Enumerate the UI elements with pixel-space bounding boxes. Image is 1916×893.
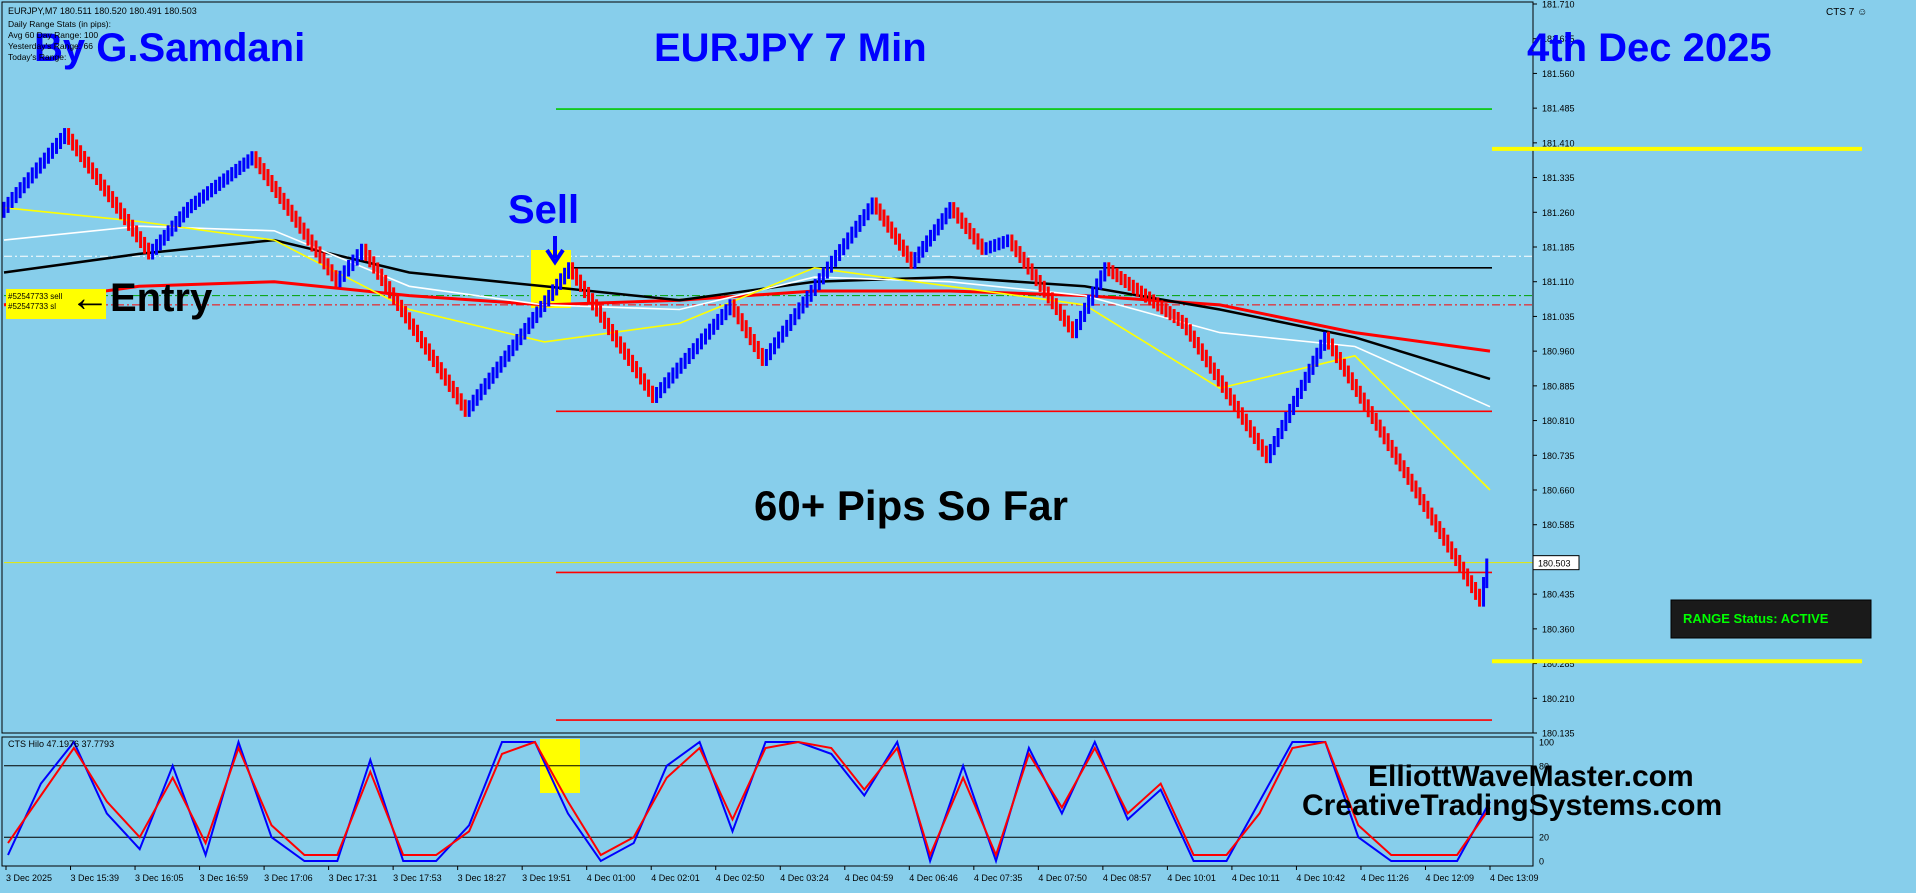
oscillator-axis-label: 0 <box>1539 857 1544 867</box>
current-price-tag <box>1532 555 1580 571</box>
range-stats-label: Today's Range: <box>8 52 66 62</box>
moving-average-line <box>3 225 1491 408</box>
time-axis-label: 4 Dec 10:01 <box>1167 873 1216 883</box>
pips-label: 60+ Pips So Far <box>754 482 1068 529</box>
oscillator-title: CTS Hilo 47.1976 37.7793 <box>8 739 114 749</box>
price-axis-label: 180.285 <box>1542 659 1575 669</box>
price-axis-label: 180.585 <box>1542 520 1575 530</box>
price-axis-label: 181.485 <box>1542 104 1575 114</box>
terminal-label: CTS 7 ☺ <box>1826 7 1867 18</box>
price-axis-label: 181.110 <box>1542 277 1574 287</box>
oscillator-axis-label: 100 <box>1539 738 1554 748</box>
sell-arrow-icon <box>545 236 565 266</box>
price-axis-label: 180.660 <box>1542 486 1575 496</box>
current-price-label: 180.503 <box>1538 559 1571 569</box>
time-axis-label: 3 Dec 17:31 <box>329 873 378 883</box>
price-axis-label: 180.735 <box>1542 451 1575 461</box>
time-axis-label: 4 Dec 10:11 <box>1232 873 1280 883</box>
time-axis-label: 3 Dec 16:05 <box>135 873 184 883</box>
price-axis-label: 180.210 <box>1542 694 1575 704</box>
time-axis-label: 3 Dec 17:06 <box>264 873 313 883</box>
order-tag-label: #52547733 sl <box>8 302 56 311</box>
oscillator-frame <box>1 736 1534 867</box>
time-axis-label: 4 Dec 10:42 <box>1296 873 1345 883</box>
price-axis-label: 180.135 <box>1542 729 1575 739</box>
price-axis-label: 181.335 <box>1542 173 1575 183</box>
moving-average-line <box>3 238 1491 381</box>
chart-title: EURJPY 7 Min <box>654 26 927 70</box>
range-status-label: RANGE Status: ACTIVE <box>1683 611 1829 626</box>
time-axis-label: 4 Dec 11:26 <box>1361 873 1409 883</box>
price-axis-label: 181.560 <box>1542 69 1575 79</box>
time-axis-label: 4 Dec 08:57 <box>1103 873 1152 883</box>
price-bars <box>2 128 1489 607</box>
time-axis: 3 Dec 2025 3 Dec 15:39 3 Dec 16:05 3 Dec 16… <box>5 866 1539 883</box>
oscillator-series-line <box>7 738 1491 865</box>
price-axis-label: 181.260 <box>1542 208 1575 218</box>
time-axis-label: 4 Dec 02:50 <box>716 873 765 883</box>
time-axis-label: 4 Dec 02:01 <box>651 873 700 883</box>
time-axis-label: 3 Dec 2025 <box>6 873 52 883</box>
oscillator-series-line <box>7 740 1491 858</box>
sell-label: Sell <box>508 188 579 232</box>
price-axis-label: 180.960 <box>1542 347 1575 357</box>
date-label: 4th Dec 2025 <box>1527 26 1772 70</box>
price-axis-label: 181.710 <box>1542 0 1575 10</box>
price-axis-label: 181.635 <box>1542 34 1575 44</box>
price-axis-label: 180.435 <box>1542 590 1575 600</box>
time-axis-label: 3 Dec 19:51 <box>522 873 571 883</box>
price-axis-label: 181.185 <box>1542 243 1575 253</box>
range-stats-label: Avg 60 Day Range: 100 <box>8 30 98 40</box>
time-axis-label: 4 Dec 03:24 <box>780 873 829 883</box>
moving-average-line <box>3 206 1491 491</box>
symbol-info-label: EURJPY,M7 180.511 180.520 180.491 180.50… <box>8 6 197 16</box>
price-axis-label: 180.810 <box>1542 416 1575 426</box>
time-axis-label: 4 Dec 06:46 <box>909 873 958 883</box>
price-axis-label: 181.035 <box>1542 312 1575 322</box>
main-plot-frame <box>1 1 1534 734</box>
range-stats-label: Daily Range Stats (in pips): <box>8 19 111 29</box>
time-axis-label: 4 Dec 04:59 <box>845 873 894 883</box>
time-axis-label: 4 Dec 07:35 <box>974 873 1023 883</box>
price-axis-label: 180.360 <box>1542 624 1575 634</box>
price-axis-label: 180.885 <box>1542 381 1575 391</box>
order-tag-box <box>6 289 106 319</box>
time-axis-label: 3 Dec 16:59 <box>200 873 249 883</box>
time-axis-label: 4 Dec 13:09 <box>1490 873 1539 883</box>
range-status-box <box>1670 599 1872 639</box>
time-axis-label: 3 Dec 15:39 <box>71 873 120 883</box>
time-axis-label: 4 Dec 01:00 <box>587 873 636 883</box>
oscillator-axis-label: 80 <box>1539 761 1549 771</box>
order-tag-label: #52547733 sell <box>8 292 62 301</box>
entry-label: ←Entry <box>70 276 213 320</box>
time-axis-label: 4 Dec 07:50 <box>1038 873 1087 883</box>
time-axis-label: 3 Dec 17:53 <box>393 873 442 883</box>
time-axis-label: 4 Dec 12:09 <box>1425 873 1474 883</box>
range-stats-label: Yesterday's Range: 66 <box>8 41 93 51</box>
website-label-1: ElliottWaveMaster.com <box>1368 760 1694 793</box>
price-axis-label: 181.410 <box>1542 138 1575 148</box>
time-axis-label: 3 Dec 18:27 <box>458 873 507 883</box>
author-label: By G.Samdani <box>34 26 305 70</box>
oscillator-axis-label: 20 <box>1539 833 1549 843</box>
website-label-2: CreativeTradingSystems.com <box>1302 789 1722 822</box>
